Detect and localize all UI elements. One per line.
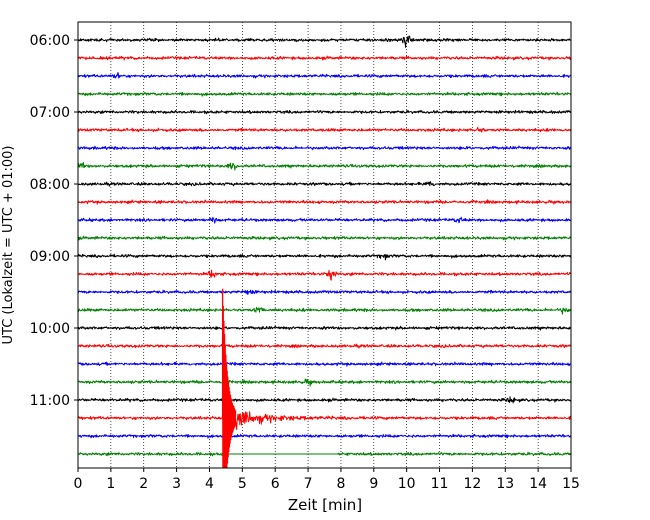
trace-row-1115: [77, 384, 572, 469]
x-tick-label: 4: [205, 476, 214, 492]
x-axis-ticks: 0 1 2 3 4 5 6 7 8 9 10 11 12 13 14 15: [74, 468, 580, 492]
y-tick-label: 09:00: [30, 249, 70, 265]
x-tick-label: 9: [369, 476, 378, 492]
trace-row-0630: [77, 72, 572, 79]
x-tick-label: 1: [106, 476, 115, 492]
trace-row-0900: [77, 253, 572, 261]
x-tick-label: 8: [336, 476, 345, 492]
axes-frame: [77, 21, 572, 469]
trace-row-0730: [77, 145, 572, 151]
y-tick-label: 07:00: [30, 105, 70, 121]
trace-row-0845: [77, 235, 572, 241]
x-axis-label: Zeit [min]: [288, 496, 362, 514]
trace-row-0615: [77, 55, 572, 61]
trace-row-1000: [77, 325, 572, 331]
trace-row-0600: [77, 35, 572, 48]
y-tick-label: 10:00: [30, 321, 70, 337]
trace-row-0815: [77, 199, 572, 205]
y-tick-label: 06:00: [30, 33, 70, 49]
y-tick-label: 08:00: [30, 177, 70, 193]
y-axis-label: UTC (Lokalzeit = UTC + 01:00): [1, 146, 16, 345]
x-tick-label: 0: [74, 476, 83, 492]
grid-lines: [110, 22, 539, 468]
trace-row-0700: [77, 109, 572, 115]
x-tick-label: 5: [238, 476, 247, 492]
seismic-traces: [77, 35, 572, 469]
trace-row-1045: [77, 378, 572, 387]
trace-row-0645: [77, 91, 572, 97]
trace-row-1145: [77, 451, 572, 457]
trace-row-0915: [77, 269, 572, 281]
event-spike: [221, 288, 237, 469]
x-tick-label: 3: [172, 476, 181, 492]
x-tick-label: 14: [529, 476, 547, 492]
x-tick-label: 13: [496, 476, 514, 492]
x-tick-label: 12: [463, 476, 481, 492]
x-tick-label: 15: [562, 476, 580, 492]
trace-row-0800: [77, 181, 572, 187]
trace-row-1130: [77, 433, 572, 439]
x-tick-label: 11: [431, 476, 449, 492]
trace-row-0715: [77, 126, 572, 133]
trace-row-0745: [77, 161, 572, 171]
x-tick-label: 6: [271, 476, 280, 492]
trace-row-0830: [77, 216, 572, 224]
trace-row-0945: [77, 306, 572, 315]
trace-row-1015: [77, 343, 572, 349]
trace-row-1030: [77, 361, 572, 367]
x-tick-label: 10: [398, 476, 416, 492]
x-tick-label: 2: [139, 476, 148, 492]
y-axis-ticks: 06:00 07:00 08:00 09:00 10:00 11:00: [30, 33, 78, 409]
x-tick-label: 7: [304, 476, 313, 492]
trace-row-0930: [77, 289, 572, 295]
trace-row-1100: [77, 396, 572, 404]
y-tick-label: 11:00: [30, 393, 70, 409]
